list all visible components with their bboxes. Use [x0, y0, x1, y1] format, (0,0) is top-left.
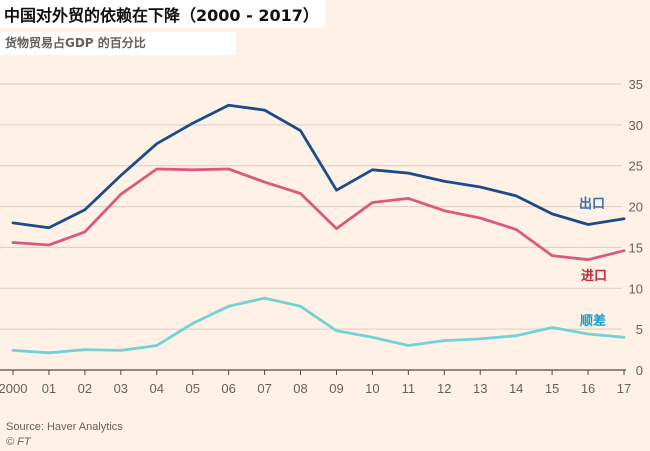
y-tick-label: 30: [629, 118, 643, 133]
x-tick-label: 13: [473, 381, 487, 396]
x-tick-label: 2000: [0, 381, 27, 396]
chart-subtitle: 货物贸易占GDP 的百分比: [0, 32, 236, 55]
y-tick-label: 0: [636, 363, 643, 378]
y-tick-label: 15: [629, 240, 643, 255]
x-tick-label: 05: [185, 381, 199, 396]
y-tick-label: 10: [629, 281, 643, 296]
chart-title: 中国对外贸的依赖在下降（2000 - 2017）: [0, 0, 325, 28]
x-tick-label: 09: [329, 381, 343, 396]
x-tick-label: 14: [509, 381, 523, 396]
x-tick-label: 12: [437, 381, 451, 396]
series-label-3: 顺差: [580, 313, 606, 329]
y-tick-label: 5: [636, 322, 643, 337]
x-tick-label: 16: [581, 381, 595, 396]
x-tick-label: 08: [293, 381, 307, 396]
y-tick-label: 20: [629, 200, 643, 215]
series-line-3: [11, 296, 626, 355]
y-axis-ticks: 0 5 10 15 20 25 30 35: [629, 77, 643, 378]
gridlines: [0, 83, 622, 330]
y-tick-label: 35: [629, 77, 643, 92]
x-tick-label: 10: [365, 381, 379, 396]
x-tick-label: 17: [617, 381, 631, 396]
series-line-1: [11, 103, 626, 230]
x-tick-label: 01: [42, 381, 56, 396]
x-tick-label: 06: [221, 381, 235, 396]
x-tick-label: 02: [78, 381, 92, 396]
series-label-1: 出口: [579, 196, 605, 212]
x-tick-label: 11: [402, 381, 416, 396]
copyright-note: © FT: [6, 436, 31, 448]
x-axis: 2000 01 02 03 04 05 06 07 08 09 10 11 12 13 14 15 16 17: [0, 369, 631, 396]
x-tick-label: 07: [257, 381, 271, 396]
x-tick-label: 03: [114, 381, 128, 396]
series-label-2: 进口: [581, 269, 607, 284]
x-tick-label: 15: [545, 381, 559, 396]
y-tick-label: 25: [629, 159, 643, 174]
series-line-2: [11, 167, 626, 262]
source-note: Source: Haver Analytics: [6, 421, 123, 433]
series-lines: [11, 103, 626, 355]
x-tick-label: 04: [150, 381, 164, 396]
